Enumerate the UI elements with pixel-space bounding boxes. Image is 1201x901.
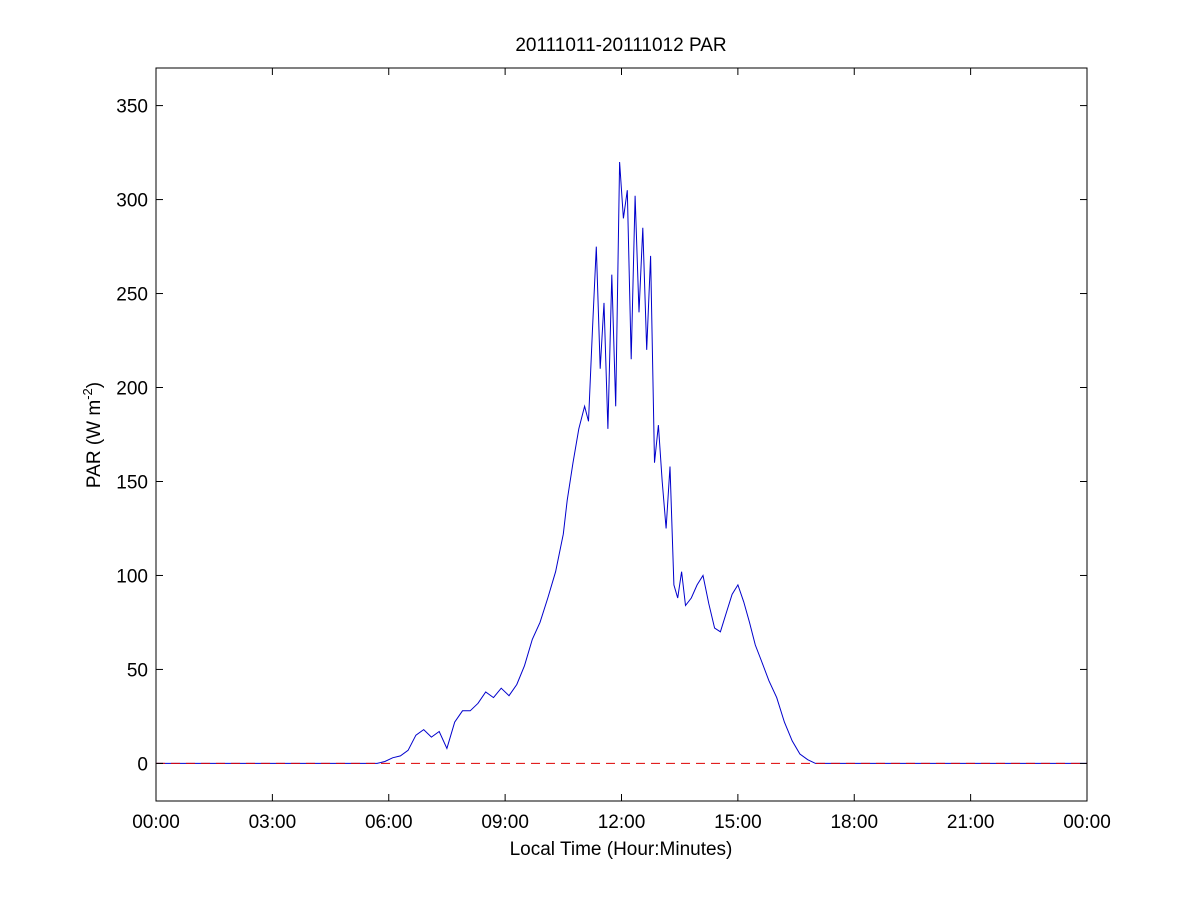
series-layer [156, 161, 1087, 764]
y-tick-label: 150 [116, 472, 148, 493]
x-tick-label: 00:00 [1063, 812, 1111, 833]
y-tick-label: 50 [127, 660, 148, 681]
y-tick-label: 250 [116, 285, 148, 306]
y-tick-label: 200 [116, 379, 148, 400]
plot-area [155, 67, 1088, 802]
x-tick-labels: 00:00 03:00 06:00 09:00 12:00 15:00 18:00 21:00… [132, 812, 1111, 833]
tick-marks [155, 68, 1088, 801]
chart-title: 20111011-20111012 PAR [515, 35, 726, 56]
x-tick-label: 18:00 [830, 812, 878, 833]
x-tick-label: 12:00 [598, 812, 646, 833]
y-tick-label: 300 [116, 191, 148, 212]
x-tick-label: 21:00 [947, 812, 995, 833]
y-tick-label: 350 [116, 97, 148, 118]
x-tick-label: 00:00 [132, 812, 180, 833]
plot-frame [155, 67, 1088, 802]
y-axis-label: PAR (W m-2) [80, 382, 105, 488]
par-series-line [156, 161, 1087, 764]
y-axis-label-main: PAR (W m [84, 400, 105, 488]
x-tick-label: 09:00 [481, 812, 529, 833]
x-axis-label: Local Time (Hour:Minutes) [510, 839, 733, 860]
y-tick-label: 0 [137, 754, 148, 775]
x-tick-label: 15:00 [714, 812, 762, 833]
x-tick-label: 03:00 [249, 812, 297, 833]
y-axis-label-suffix: ) [84, 382, 105, 388]
y-tick-label: 100 [116, 566, 148, 587]
y-tick-labels: 0 50 100 150 200 250 300 350 [116, 97, 148, 776]
y-axis-label-superscript: -2 [80, 388, 95, 400]
x-tick-label: 06:00 [365, 812, 413, 833]
